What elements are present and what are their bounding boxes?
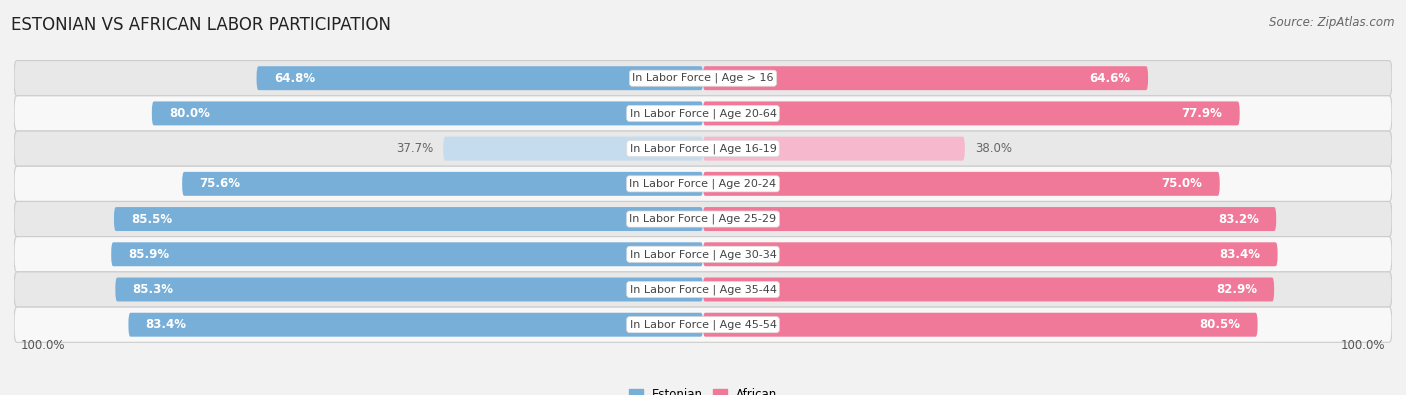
FancyBboxPatch shape [703, 137, 965, 161]
FancyBboxPatch shape [14, 272, 1392, 307]
FancyBboxPatch shape [14, 307, 1392, 342]
FancyBboxPatch shape [703, 102, 1240, 125]
FancyBboxPatch shape [703, 207, 1277, 231]
Text: In Labor Force | Age 30-34: In Labor Force | Age 30-34 [630, 249, 776, 260]
Text: In Labor Force | Age 16-19: In Labor Force | Age 16-19 [630, 143, 776, 154]
Text: 37.7%: 37.7% [395, 142, 433, 155]
FancyBboxPatch shape [703, 172, 1219, 196]
FancyBboxPatch shape [115, 278, 703, 301]
FancyBboxPatch shape [703, 278, 1274, 301]
FancyBboxPatch shape [14, 166, 1392, 201]
Text: In Labor Force | Age > 16: In Labor Force | Age > 16 [633, 73, 773, 83]
Text: 85.9%: 85.9% [128, 248, 170, 261]
FancyBboxPatch shape [14, 96, 1392, 131]
Text: 85.3%: 85.3% [132, 283, 173, 296]
Text: 83.4%: 83.4% [1219, 248, 1260, 261]
Text: 85.5%: 85.5% [131, 213, 173, 226]
FancyBboxPatch shape [14, 201, 1392, 237]
FancyBboxPatch shape [183, 172, 703, 196]
FancyBboxPatch shape [14, 60, 1392, 96]
Text: 80.0%: 80.0% [169, 107, 209, 120]
Text: In Labor Force | Age 20-24: In Labor Force | Age 20-24 [630, 179, 776, 189]
Text: In Labor Force | Age 45-54: In Labor Force | Age 45-54 [630, 320, 776, 330]
FancyBboxPatch shape [703, 66, 1149, 90]
FancyBboxPatch shape [14, 237, 1392, 272]
Text: 64.8%: 64.8% [274, 71, 315, 85]
FancyBboxPatch shape [256, 66, 703, 90]
FancyBboxPatch shape [14, 131, 1392, 166]
FancyBboxPatch shape [111, 242, 703, 266]
Text: 77.9%: 77.9% [1181, 107, 1222, 120]
FancyBboxPatch shape [443, 137, 703, 161]
FancyBboxPatch shape [128, 313, 703, 337]
FancyBboxPatch shape [152, 102, 703, 125]
Text: Source: ZipAtlas.com: Source: ZipAtlas.com [1270, 16, 1395, 29]
FancyBboxPatch shape [703, 313, 1257, 337]
Legend: Estonian, African: Estonian, African [624, 384, 782, 395]
Text: ESTONIAN VS AFRICAN LABOR PARTICIPATION: ESTONIAN VS AFRICAN LABOR PARTICIPATION [11, 16, 391, 34]
Text: 100.0%: 100.0% [1340, 339, 1385, 352]
Text: 82.9%: 82.9% [1216, 283, 1257, 296]
FancyBboxPatch shape [703, 242, 1278, 266]
Text: 64.6%: 64.6% [1090, 71, 1130, 85]
Text: 75.6%: 75.6% [200, 177, 240, 190]
Text: 80.5%: 80.5% [1199, 318, 1240, 331]
Text: In Labor Force | Age 35-44: In Labor Force | Age 35-44 [630, 284, 776, 295]
FancyBboxPatch shape [114, 207, 703, 231]
Text: 75.0%: 75.0% [1161, 177, 1202, 190]
Text: 38.0%: 38.0% [976, 142, 1012, 155]
Text: In Labor Force | Age 20-64: In Labor Force | Age 20-64 [630, 108, 776, 118]
Text: 100.0%: 100.0% [21, 339, 66, 352]
Text: 83.4%: 83.4% [146, 318, 187, 331]
Text: 83.2%: 83.2% [1218, 213, 1258, 226]
Text: In Labor Force | Age 25-29: In Labor Force | Age 25-29 [630, 214, 776, 224]
